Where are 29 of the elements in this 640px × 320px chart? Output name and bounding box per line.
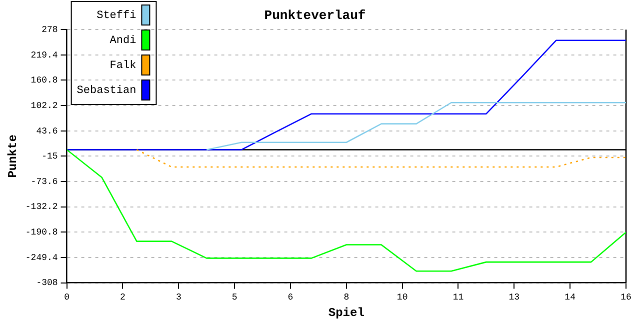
chart-title: Punkteverlauf (264, 8, 366, 24)
y-tick-label: -308 (36, 278, 58, 288)
x-axis-title: Spiel (328, 306, 364, 320)
x-tick-label: 5 (232, 292, 238, 303)
y-tick-label: 160.8 (30, 76, 58, 86)
y-tick-label: -73.6 (30, 176, 58, 187)
y-tick-label: -249.4 (25, 252, 58, 263)
y-tick-label: 43.6 (36, 126, 58, 136)
x-tick-label: 0 (64, 292, 70, 303)
x-tick-label: 6 (288, 292, 294, 303)
x-tick-label: 13 (508, 292, 520, 303)
x-tick-label: 11 (452, 292, 464, 303)
legend-label: Falk (110, 60, 137, 72)
y-axis-title: Punkte (6, 134, 20, 178)
x-tick-label: 8 (344, 292, 350, 303)
x-tick-label: 16 (620, 292, 632, 303)
y-tick-label: 102.2 (30, 100, 58, 111)
x-tick-label: 3 (176, 292, 182, 303)
x-tick-label: 2 (120, 292, 126, 303)
y-tick-label: -132.2 (25, 202, 58, 212)
legend-label: Andi (110, 34, 137, 47)
y-tick-label: 219.4 (30, 50, 58, 60)
y-tick-label: 278 (42, 24, 58, 35)
y-tick-label: -15 (42, 152, 58, 162)
x-tick-label: 14 (564, 292, 576, 303)
legend-label: Sebastian (76, 84, 136, 97)
legend-label: Steffi (96, 10, 137, 22)
x-tick-label: 10 (396, 292, 408, 303)
y-tick-label: -190.8 (25, 228, 58, 238)
